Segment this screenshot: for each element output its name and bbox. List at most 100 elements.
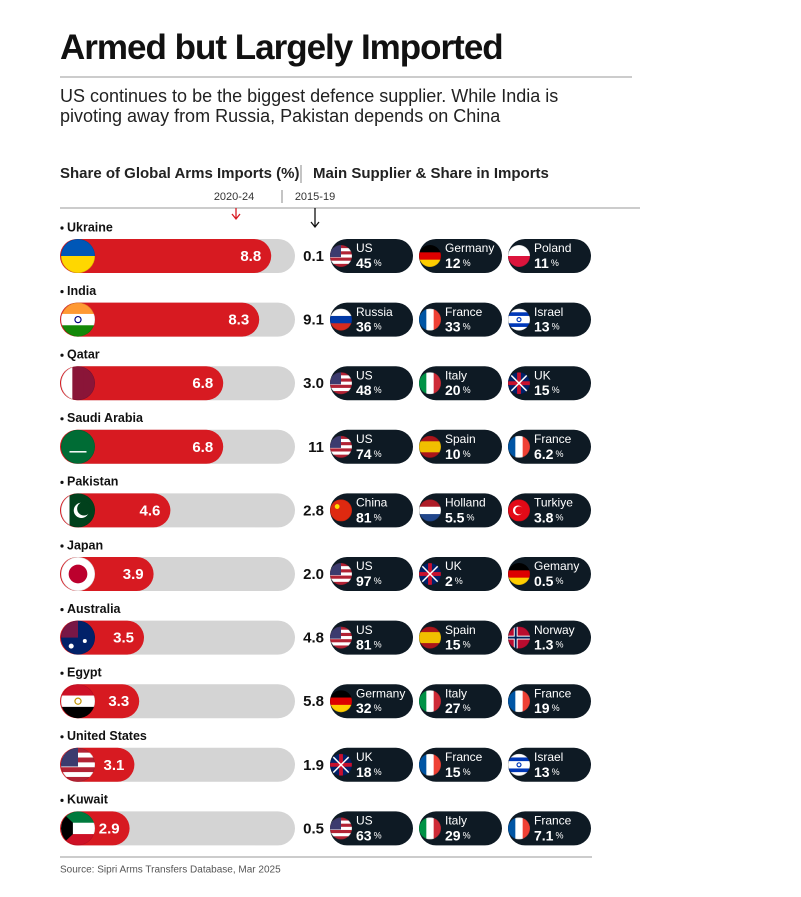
supplier-name: Turkiye bbox=[534, 496, 573, 510]
share-value: 81 bbox=[356, 636, 372, 652]
bullet bbox=[60, 671, 64, 675]
flag-part bbox=[330, 245, 341, 258]
flag-part bbox=[419, 506, 441, 515]
flag-border bbox=[61, 811, 95, 846]
share-value: 15 bbox=[445, 636, 461, 652]
flag-part bbox=[330, 690, 352, 699]
flag-border bbox=[419, 563, 441, 585]
flag-part bbox=[74, 697, 82, 705]
value-label: 6.8 bbox=[192, 439, 213, 456]
supplier-share: 1.3% bbox=[534, 636, 563, 652]
supplier-pill bbox=[508, 747, 591, 782]
flag-part bbox=[419, 245, 441, 253]
flag-icon bbox=[330, 435, 352, 458]
supplier-share: 0.5% bbox=[534, 573, 563, 589]
bullet bbox=[60, 226, 64, 230]
supplier-share: 5.5% bbox=[445, 509, 474, 525]
supplier-pill bbox=[419, 557, 502, 591]
share-value: 29 bbox=[445, 827, 461, 843]
flag-border bbox=[508, 626, 530, 649]
flag-part bbox=[330, 581, 352, 585]
share-value: 45 bbox=[356, 255, 372, 271]
supplier-share: 15% bbox=[534, 382, 560, 398]
prior-value: 1.9 bbox=[303, 757, 324, 774]
flag-border bbox=[508, 372, 530, 395]
flag-icon bbox=[330, 817, 352, 840]
share-unit: % bbox=[374, 767, 382, 777]
flag-part bbox=[419, 690, 427, 713]
flag-part bbox=[61, 776, 95, 782]
share-unit: % bbox=[455, 576, 463, 586]
bullet bbox=[60, 798, 64, 803]
country-label: Saudi Arabia bbox=[67, 411, 144, 425]
flag-border bbox=[419, 435, 441, 458]
flag-part bbox=[433, 690, 441, 713]
flag-part bbox=[419, 259, 441, 267]
supplier-share: 32% bbox=[356, 700, 382, 716]
flag-part bbox=[61, 239, 95, 257]
supplier-name: Spain bbox=[445, 432, 476, 446]
flag-border bbox=[61, 239, 95, 273]
supplier-name: UK bbox=[534, 368, 551, 382]
flag-part bbox=[330, 753, 352, 776]
subtitle: US continues to be the biggest defence s… bbox=[60, 86, 559, 126]
supplier-share: 18% bbox=[356, 764, 382, 780]
flag-part bbox=[508, 435, 516, 458]
supplier-pill bbox=[508, 302, 591, 337]
flag-part bbox=[82, 639, 87, 643]
flag-icon bbox=[330, 690, 352, 713]
share-unit: % bbox=[374, 322, 382, 332]
flag-border bbox=[61, 747, 95, 782]
flag-part bbox=[419, 435, 441, 442]
flag-part bbox=[330, 451, 352, 456]
supplier-pill bbox=[419, 429, 502, 464]
flag-part bbox=[508, 372, 530, 395]
supplier-name: Norway bbox=[534, 623, 575, 637]
flag-part bbox=[61, 313, 95, 326]
supplier-share: 33% bbox=[445, 318, 471, 334]
flag-part bbox=[419, 643, 441, 649]
share-value: 6.2 bbox=[534, 446, 554, 462]
supplier-share: 12% bbox=[445, 255, 471, 271]
flag-border bbox=[61, 302, 95, 337]
flag-part bbox=[69, 451, 87, 453]
bar bbox=[60, 366, 224, 401]
flag-border bbox=[419, 626, 441, 649]
supplier-share: 2% bbox=[445, 573, 463, 589]
flag-part bbox=[68, 643, 74, 649]
supplier-name: Spain bbox=[445, 623, 476, 637]
supplier-pill bbox=[330, 493, 413, 528]
supplier-pill bbox=[508, 239, 591, 273]
supplier-pill bbox=[419, 620, 502, 655]
prior-value: 3.0 bbox=[303, 375, 324, 392]
right-header: Main Supplier & Share in Imports bbox=[313, 165, 549, 182]
flag-part bbox=[61, 325, 95, 337]
flag-part bbox=[61, 822, 95, 835]
flag-part bbox=[330, 263, 352, 267]
supplier-share: 6.2% bbox=[534, 446, 563, 462]
supplier-share: 63% bbox=[356, 827, 382, 843]
flag-border bbox=[508, 753, 530, 776]
supplier-share: 3.8% bbox=[534, 509, 563, 525]
flag-part bbox=[61, 811, 95, 824]
flag-part bbox=[330, 391, 352, 395]
flag-icon bbox=[61, 429, 95, 464]
flag-part bbox=[508, 312, 530, 317]
share-unit: % bbox=[466, 513, 474, 523]
flag-part bbox=[426, 308, 435, 331]
flag-icon bbox=[419, 499, 441, 522]
flag-border bbox=[330, 817, 352, 840]
flag-part bbox=[330, 454, 352, 458]
flag-part bbox=[516, 762, 522, 768]
flag-part bbox=[419, 446, 441, 453]
supplier-share: 13% bbox=[534, 318, 560, 334]
flag-part bbox=[86, 493, 95, 528]
supplier-pill bbox=[419, 684, 502, 719]
flag-border bbox=[508, 563, 530, 585]
supplier-name: Russia bbox=[356, 305, 393, 319]
flag-part bbox=[419, 452, 441, 458]
share-value: 11 bbox=[534, 255, 549, 271]
flag-part bbox=[419, 308, 427, 331]
supplier-share: 74% bbox=[356, 446, 382, 462]
flag-part bbox=[433, 308, 441, 331]
